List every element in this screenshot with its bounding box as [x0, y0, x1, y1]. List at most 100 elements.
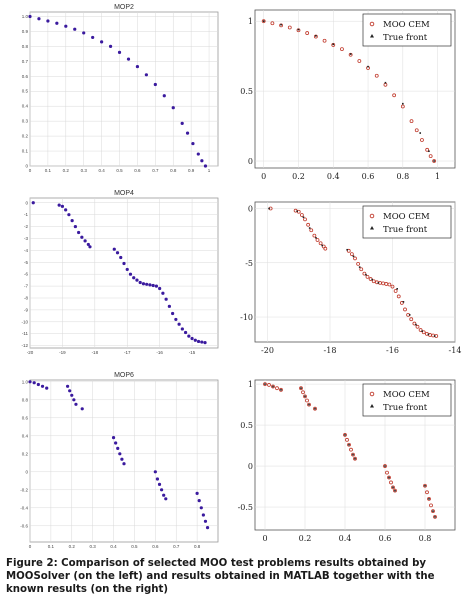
mop4-moosolver-point — [171, 311, 175, 316]
mop6-matlab-true-front-point — [352, 453, 354, 456]
mop6-moosolver-point — [199, 506, 203, 510]
mop4-moosolver-point — [148, 283, 152, 287]
mop2-matlab-y-tick-label: 0.5 — [240, 87, 253, 96]
mop4-matlab-moo-cem-point — [396, 294, 401, 299]
mop2-matlab-x-tick-label: 1 — [435, 172, 440, 181]
mop2-moosolver-x-tick-label: 1 — [208, 168, 211, 173]
mop2-matlab-moo-cem-point — [322, 38, 327, 43]
mop4-moosolver-plot-area — [29, 197, 219, 349]
mop2-moosolver-y-tick-label: 1.0 — [22, 14, 29, 19]
mop4-matlab-true-front-point — [302, 216, 305, 218]
mop6-matlab-moo-cem-point — [299, 386, 303, 391]
mop6-matlab-true-front-point — [348, 443, 350, 446]
mop2-moosolver-y-tick-label: 0.2 — [22, 134, 29, 139]
mop6-moosolver-point — [153, 470, 157, 474]
mop4-moosolver-point — [177, 322, 181, 326]
mop6-matlab-true-front-point — [300, 387, 302, 389]
mop4-matlab-legend-true-label: True front — [383, 225, 428, 235]
mop4-matlab-true-front-point — [396, 288, 398, 290]
mop2-moosolver-x-tick-label: 0.9 — [188, 168, 195, 173]
mop2-matlab-legend-box — [362, 13, 452, 47]
mop2-moosolver-x-tick-label: 0.5 — [116, 168, 123, 173]
mop6-matlab-moo-cem-point — [353, 456, 357, 461]
mop2-moosolver-point — [200, 159, 204, 163]
mop2-moosolver-point — [203, 164, 208, 168]
mop2-matlab-true-front-point — [297, 28, 300, 31]
mop2-matlab-y-tick-label: 1 — [248, 17, 253, 26]
mop4-matlab-x-tick-label: -14 — [449, 346, 462, 355]
mop6-moosolver-point — [195, 491, 199, 495]
mop2-moosolver-point — [185, 131, 190, 135]
mop2-moosolver-point — [162, 94, 166, 98]
mop2-matlab-moo-cem-point — [348, 52, 353, 57]
mop6-matlab-moo-cem-point — [431, 509, 435, 514]
mop2-moosolver-x-tick-label: 0.8 — [170, 168, 177, 173]
mop6-matlab-moo-cem-point — [267, 383, 271, 387]
mop6-moosolver-point — [40, 384, 45, 388]
mop2-matlab-moo-cem-point — [428, 154, 433, 159]
mop4-matlab-true-front-point — [321, 244, 323, 247]
mop4-matlab-moo-cem-point — [412, 321, 417, 326]
mop6-moosolver-point — [80, 407, 84, 411]
mop4-matlab-true-front-point — [315, 237, 317, 239]
mop2-matlab-true-front-point — [280, 23, 282, 26]
mop4-matlab-true-front-point — [268, 207, 270, 210]
mop2-matlab-x-tick-label: 0.4 — [327, 172, 340, 181]
mop6-matlab-y-tick-label: 0.5 — [240, 421, 253, 430]
mop4-moosolver-point — [151, 283, 155, 288]
mop4-moosolver-chart: MOP4 -20 -19 -18 -17 -16 -15 0 -1 -2 -3 -4 -5 -6 -7 -8 -… — [21, 190, 219, 355]
mop4-moosolver-point — [174, 317, 178, 322]
mop2-matlab-true-front-point — [349, 53, 352, 55]
mop2-matlab-true-front-point — [419, 132, 422, 134]
mop4-matlab-moo-cem-point — [309, 228, 314, 233]
mop6-matlab-y-tick-label: -0.5 — [238, 503, 253, 512]
mop4-matlab-true-front-point — [296, 210, 298, 213]
mop2-moosolver-point — [37, 17, 41, 21]
mop2-matlab-moo-cem-point — [340, 47, 344, 52]
mop6-matlab-true-front-point — [384, 465, 386, 467]
mop6-moosolver-point — [36, 382, 40, 387]
mop6-matlab-true-front-point — [304, 395, 306, 398]
mop2-moosolver-point — [100, 40, 104, 44]
mop2-matlab-x-tick-label: 0 — [261, 172, 266, 181]
mop4-moosolver-point — [115, 251, 120, 255]
mop4-matlab-true-front-point — [371, 278, 373, 281]
mop6-matlab-moo-cem-point — [275, 386, 279, 391]
mop6-matlab-x-tick-label: 0.2 — [299, 534, 312, 543]
mop4-moosolver-point — [80, 235, 84, 239]
mop6-matlab-true-front-point — [388, 476, 390, 479]
mop2-moosolver-point — [91, 35, 95, 40]
mop4-matlab-true-front-point — [433, 335, 436, 337]
mop6-matlab-true-front-point — [424, 484, 426, 487]
mop2-matlab-true-front-point — [402, 102, 404, 105]
mop2-moosolver-point — [196, 152, 200, 156]
mop2-matlab-true-front-point — [315, 35, 317, 37]
mop2-matlab-legend-moo-label: MOO CEM — [383, 20, 430, 30]
mop2-matlab-moo-cem-point — [392, 93, 397, 98]
mop4-moosolver-point — [145, 282, 149, 286]
mop2-moosolver-y-tick-label: 0.7 — [22, 59, 29, 64]
mop2-matlab-moo-cem-point — [357, 59, 362, 63]
mop6-moosolver-point — [118, 452, 122, 456]
mop4-matlab-true-front-point — [352, 255, 355, 258]
mop4-moosolver-point — [73, 224, 77, 229]
mop6-matlab-true-front-point — [394, 489, 396, 492]
mop6-moosolver-y-tick-label: 0.4 — [22, 433, 29, 438]
mop4-matlab-moo-cem-point — [362, 271, 367, 276]
mop4-moosolver-point — [200, 340, 204, 344]
mop4-matlab-moo-cem-point — [323, 246, 328, 251]
mop4-matlab-legend-moo-marker — [369, 213, 375, 219]
mop2-moosolver-y-tick-label: 0.3 — [22, 119, 29, 124]
mop6-moosolver-y-tick-label: -0.2 — [20, 487, 28, 492]
mop2-matlab-moo-cem-point — [400, 104, 405, 109]
mop2-matlab-true-front-point — [384, 81, 387, 84]
mop2-moosolver-y-tick-label: 0.4 — [22, 104, 29, 109]
mop4-moosolver-point — [161, 291, 165, 295]
mop2-moosolver-point — [64, 24, 68, 28]
mop4-matlab-moo-cem-point — [299, 213, 304, 217]
mop6-moosolver-x-tick-label: 0.1 — [48, 544, 55, 549]
mop2-moosolver-x-tick-label: 0.7 — [152, 168, 159, 173]
mop6-matlab-moo-cem-point — [347, 442, 351, 447]
mop4-moosolver-panel: MOP4 -20 -19 -18 -17 -16 -15 0 -1 -2 -3 -4 -5 -6 -7 -8 -… — [8, 188, 238, 368]
mop4-moosolver-point — [60, 204, 65, 208]
